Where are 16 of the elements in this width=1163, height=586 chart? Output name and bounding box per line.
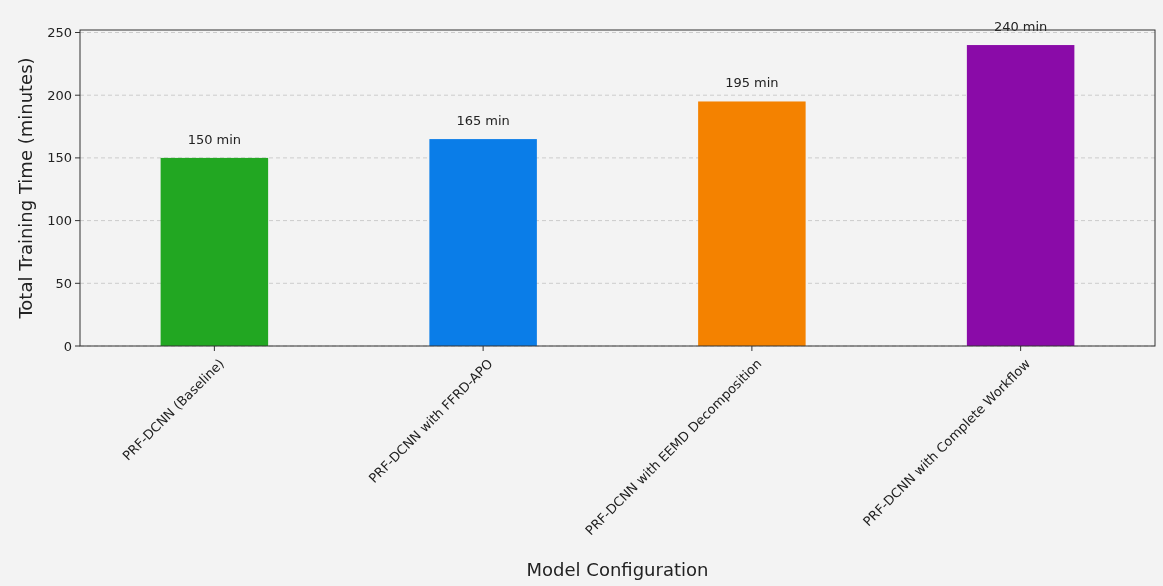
y-tick-label: 200 (47, 87, 72, 103)
data-label: 150 min (187, 131, 242, 147)
data-label: 240 min (993, 19, 1048, 35)
bar (160, 157, 269, 346)
x-axis-title: Model Configuration (526, 559, 709, 580)
bar (429, 139, 537, 346)
y-tick-label: 250 (47, 25, 72, 41)
bar (966, 45, 1075, 346)
bar (698, 101, 806, 346)
y-tick-label: 0 (63, 338, 72, 354)
y-tick-label: 50 (55, 275, 72, 291)
data-label: 165 min (456, 113, 510, 129)
y-tick-label: 100 (47, 213, 72, 229)
data-label: 195 min (725, 75, 779, 91)
y-tick-label: 150 (47, 150, 72, 166)
y-axis-title: Total Training Time (minutes) (15, 57, 36, 320)
